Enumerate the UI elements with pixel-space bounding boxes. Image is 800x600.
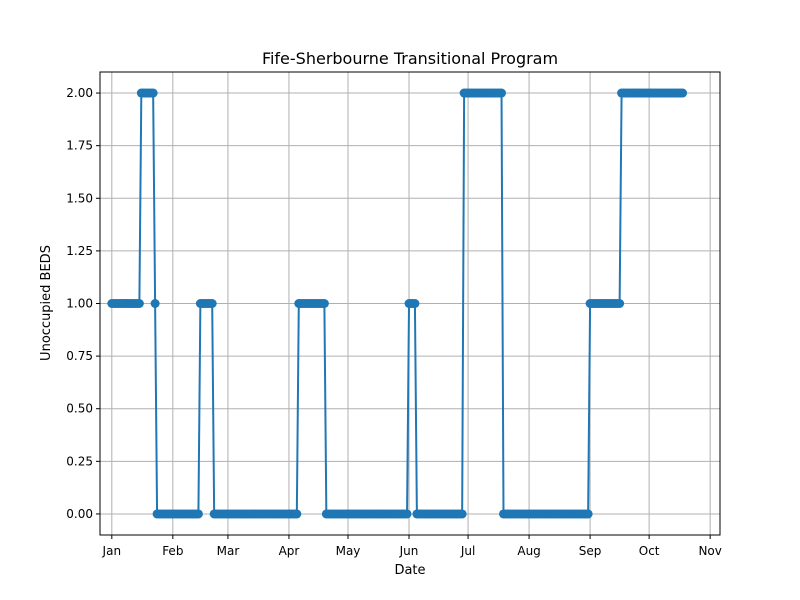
y-tick-label: 1.00 <box>66 297 93 311</box>
x-tick-label: Jun <box>399 544 419 558</box>
data-point <box>457 509 467 519</box>
data-point <box>148 88 158 98</box>
data-point <box>410 299 420 308</box>
y-tick-label: 1.25 <box>66 244 93 258</box>
y-tick-label: 1.75 <box>66 139 93 153</box>
data-point <box>678 88 688 98</box>
x-tick-label: Jan <box>102 544 122 558</box>
data-point <box>134 299 144 308</box>
y-tick-label: 0.50 <box>66 402 93 416</box>
data-point <box>497 88 507 98</box>
data-point <box>207 299 217 308</box>
y-tick-label: 2.00 <box>66 86 93 100</box>
x-axis-ticks: Jan Feb Mar Apr May Jun Jul Aug Sep Oct Nov <box>102 535 722 558</box>
x-tick-label: Apr <box>279 544 300 558</box>
x-tick-label: Nov <box>698 544 721 558</box>
x-tick-label: Jul <box>460 544 475 558</box>
y-tick-label: 0.75 <box>66 349 93 363</box>
x-axis-label: Date <box>394 563 425 578</box>
data-point <box>292 509 302 519</box>
x-tick-label: Aug <box>517 544 540 558</box>
y-axis-ticks: 0.00 0.25 0.50 0.75 1.00 1.25 1.50 1.75 2.00 <box>66 86 100 521</box>
data-point <box>615 299 625 308</box>
series-unoccupied-beds <box>107 88 688 519</box>
chart-title: Fife-Sherbourne Transitional Program <box>262 49 558 68</box>
x-tick-label: Sep <box>579 544 602 558</box>
data-point <box>193 509 203 519</box>
x-tick-label: Mar <box>217 544 240 558</box>
data-point <box>583 509 593 519</box>
x-tick-label: Feb <box>162 544 183 558</box>
data-point <box>319 299 329 308</box>
x-tick-label: Oct <box>639 544 660 558</box>
data-point <box>402 509 412 519</box>
x-tick-label: May <box>336 544 361 558</box>
y-tick-label: 1.50 <box>66 191 93 205</box>
data-point <box>150 299 160 308</box>
y-tick-label: 0.25 <box>66 454 93 468</box>
y-tick-label: 0.00 <box>66 507 93 521</box>
y-axis-label: Unoccupied BEDS <box>39 245 54 361</box>
